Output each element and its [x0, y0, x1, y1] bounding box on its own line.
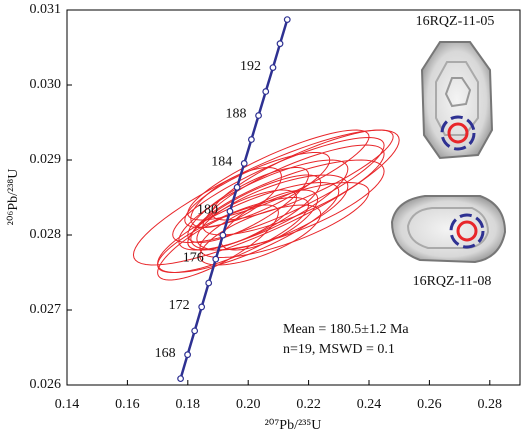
- inset-label: 16RQZ-11-08: [413, 274, 492, 289]
- zircon-images: [392, 42, 505, 262]
- y-tick-label: 0.026: [30, 377, 62, 392]
- age-marker: [178, 376, 184, 382]
- x-tick-label: 0.20: [236, 397, 261, 412]
- x-tick-label: 0.18: [176, 397, 201, 412]
- x-tick-label: 0.16: [115, 397, 140, 412]
- age-label: 184: [211, 155, 232, 170]
- x-tick-label: 0.28: [478, 397, 503, 412]
- age-marker: [241, 161, 247, 167]
- annotation: Mean = 180.5±1.2 Ma: [283, 322, 409, 337]
- age-label: 168: [155, 346, 176, 361]
- age-marker: [185, 352, 191, 358]
- age-marker: [234, 185, 240, 191]
- x-axis-label: ²⁰⁷Pb/²³⁵U: [265, 418, 322, 433]
- y-tick-label: 0.030: [30, 77, 62, 92]
- age-marker: [249, 137, 255, 143]
- age-label: 188: [226, 107, 247, 122]
- age-label: 192: [240, 59, 261, 74]
- age-marker: [263, 89, 269, 95]
- age-marker: [270, 65, 276, 71]
- age-label: 172: [169, 298, 190, 313]
- x-tick-label: 0.24: [357, 397, 382, 412]
- y-axis-label: ²⁰⁶Pb/²³⁸U: [6, 169, 21, 226]
- y-tick-label: 0.031: [30, 2, 62, 17]
- chart: 16RQZ-11-05 16RQZ-11-08 Mean = 180.5±1.2…: [0, 0, 522, 438]
- annotation: n=19, MSWD = 0.1: [283, 342, 395, 357]
- age-marker: [192, 328, 198, 334]
- age-marker: [284, 17, 290, 23]
- age-marker: [213, 256, 219, 262]
- age-label: 176: [183, 250, 204, 265]
- age-marker: [206, 280, 212, 286]
- age-marker: [277, 41, 283, 47]
- age-marker: [199, 304, 205, 310]
- x-tick-label: 0.22: [296, 397, 321, 412]
- x-tick-label: 0.26: [417, 397, 442, 412]
- age-marker: [227, 209, 233, 215]
- y-tick-label: 0.028: [30, 227, 62, 242]
- inset-label: 16RQZ-11-05: [416, 14, 495, 29]
- age-label: 180: [197, 203, 218, 218]
- y-tick-label: 0.027: [30, 302, 62, 317]
- age-marker: [256, 113, 262, 119]
- age-marker: [220, 232, 226, 238]
- error-ellipse: [158, 205, 279, 280]
- y-tick-label: 0.029: [30, 152, 62, 167]
- x-tick-label: 0.14: [55, 397, 80, 412]
